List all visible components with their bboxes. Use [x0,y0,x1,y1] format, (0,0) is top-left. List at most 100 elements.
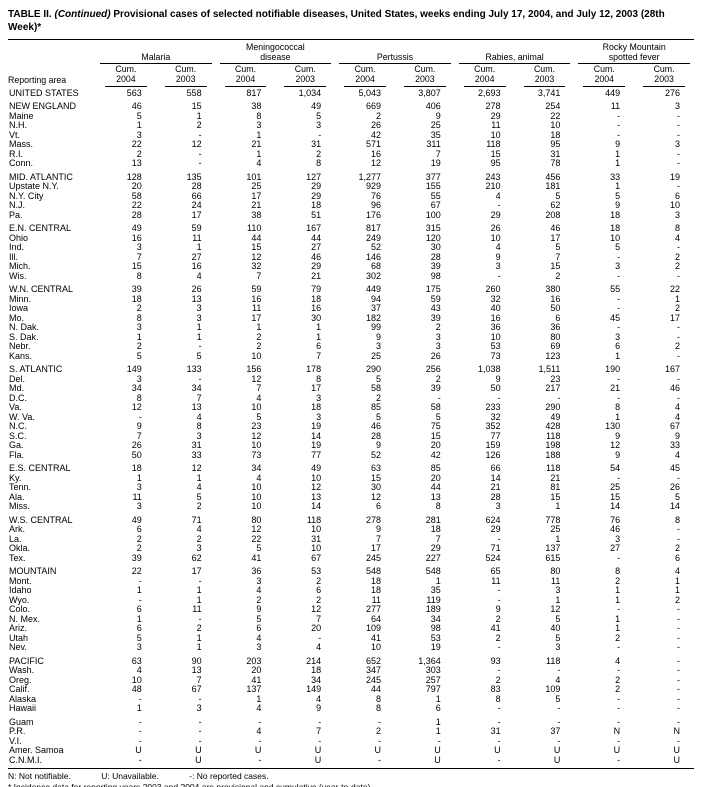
value-cell: 46 [550,224,561,234]
column-group: Meningococcal disease [215,39,336,64]
value-cell: 6 [674,553,680,563]
value-cell: - [557,717,561,727]
value-cell: 6 [136,525,142,535]
value-cell: 189 [425,605,441,615]
value-cell: 4 [495,243,501,253]
value-cell: 26 [131,441,142,451]
value-cell: 347 [365,666,381,676]
table-row: Upstate N.Y. 20 28 25 29 929 155 210 181 1 - [8,182,694,192]
reporting-area-cell: E.S. CENTRAL [9,464,71,474]
value-cell: 17 [311,384,322,394]
value-cell: 6 [615,342,621,352]
subheader-cell: Cum. 2004 [335,64,395,87]
subheader-text: 2004 [474,73,495,84]
reporting-area-cell: Maine [9,111,34,121]
value-cell: 11 [192,605,202,615]
value-cell: - [677,130,680,140]
value-cell: 3 [136,130,142,140]
value-cell: 21 [610,384,621,394]
value-cell: 118 [546,464,561,474]
value-cell: 16 [550,294,561,304]
value-cell: 34 [251,464,262,474]
value-cell: 4 [196,483,202,493]
value-cell: U [553,746,561,756]
value-cell: 929 [365,182,381,192]
value-cell: 16 [251,294,262,304]
value-cell: 11 [491,576,501,586]
table-row: R.I. 2 - 1 2 16 7 15 31 1 - [8,150,694,160]
table-row: Tenn. 3 4 10 12 30 44 21 81 25 26 [8,483,694,493]
value-cell: 1 [196,323,202,333]
value-cell: - [677,643,680,653]
value-cell: 85 [370,403,381,413]
table-row: Calif. 48 67 137 149 44 797 83 109 2 - [8,685,694,695]
value-cell: 7 [316,351,322,361]
value-cell: 53 [490,342,501,352]
value-cell: 119 [426,595,441,605]
value-cell: 18 [370,586,381,596]
value-cell: 63 [370,464,381,474]
value-cell: 9 [615,201,621,211]
value-cell: 624 [485,515,501,525]
value-cell: 2 [375,111,381,121]
value-cell: 30 [430,243,441,253]
reporting-area-cell: Nev. [9,643,27,653]
value-cell: 93 [490,656,501,666]
value-cell: 3 [256,643,262,653]
value-cell: 8 [435,502,441,512]
value-cell: 18 [610,224,621,234]
value-cell: 210 [485,182,501,192]
value-cell: 14 [490,473,501,483]
table-row: Guam - - - - - 1 - - - - [8,718,694,728]
value-cell: 33 [669,441,680,451]
value-cell: 76 [370,191,381,201]
value-cell: 5 [555,191,561,201]
reporting-area-cell: La. [9,534,22,544]
value-cell: 35 [430,130,441,140]
subheader-cell: Cum. 2003 [156,64,216,87]
value-cell: 2 [495,633,501,643]
reporting-area-cell: Mich. [9,262,31,272]
reporting-area-cell: Ky. [9,473,22,483]
value-cell: 278 [365,515,381,525]
value-cell: 69 [550,342,561,352]
value-cell: 2 [256,595,262,605]
value-cell: 2 [136,304,142,314]
value-cell: - [258,755,262,765]
value-cell: - [138,595,142,605]
value-cell: 31 [191,441,202,451]
value-cell: 149 [306,685,322,695]
value-cell: 34 [191,384,202,394]
value-cell: 50 [490,384,501,394]
value-cell: 4 [674,412,680,422]
value-cell: U [494,746,501,756]
table-row: Ark. 6 4 12 10 9 18 29 25 46 - [8,525,694,535]
value-cell: 245 [365,553,381,563]
value-cell: 9 [375,441,381,451]
reporting-area-cell: Miss. [9,502,30,512]
value-cell: 3 [495,262,501,272]
value-cell: 524 [485,553,501,563]
value-cell: 5 [196,492,202,502]
value-cell: 449 [365,285,381,295]
value-cell: 95 [490,159,501,169]
value-cell: 1 [136,121,142,131]
value-cell: 182 [365,313,381,323]
value-cell: 233 [485,403,501,413]
value-cell: - [557,666,561,676]
value-cell: 22 [669,285,680,295]
reporting-area-cell: N.C. [9,422,27,432]
value-cell: 548 [425,567,441,577]
table-row: Oreg. 10 7 41 34 245 257 2 4 2 - [8,676,694,686]
value-cell: 2 [674,252,680,262]
value-cell: - [677,656,680,666]
table-row: N.H. 1 2 3 3 26 25 11 10 - - [8,121,694,131]
value-cell: 276 [664,87,680,98]
value-cell: 9 [316,704,322,714]
subheader-text: Cum. [115,64,137,74]
table-row: E.S. CENTRAL 18 12 34 49 63 85 66 118 54 45 [8,464,694,474]
value-cell: 25 [251,182,262,192]
value-cell: - [198,694,202,704]
value-cell: 1 [196,243,202,253]
reporting-area-cell: W.S. CENTRAL [9,515,73,525]
